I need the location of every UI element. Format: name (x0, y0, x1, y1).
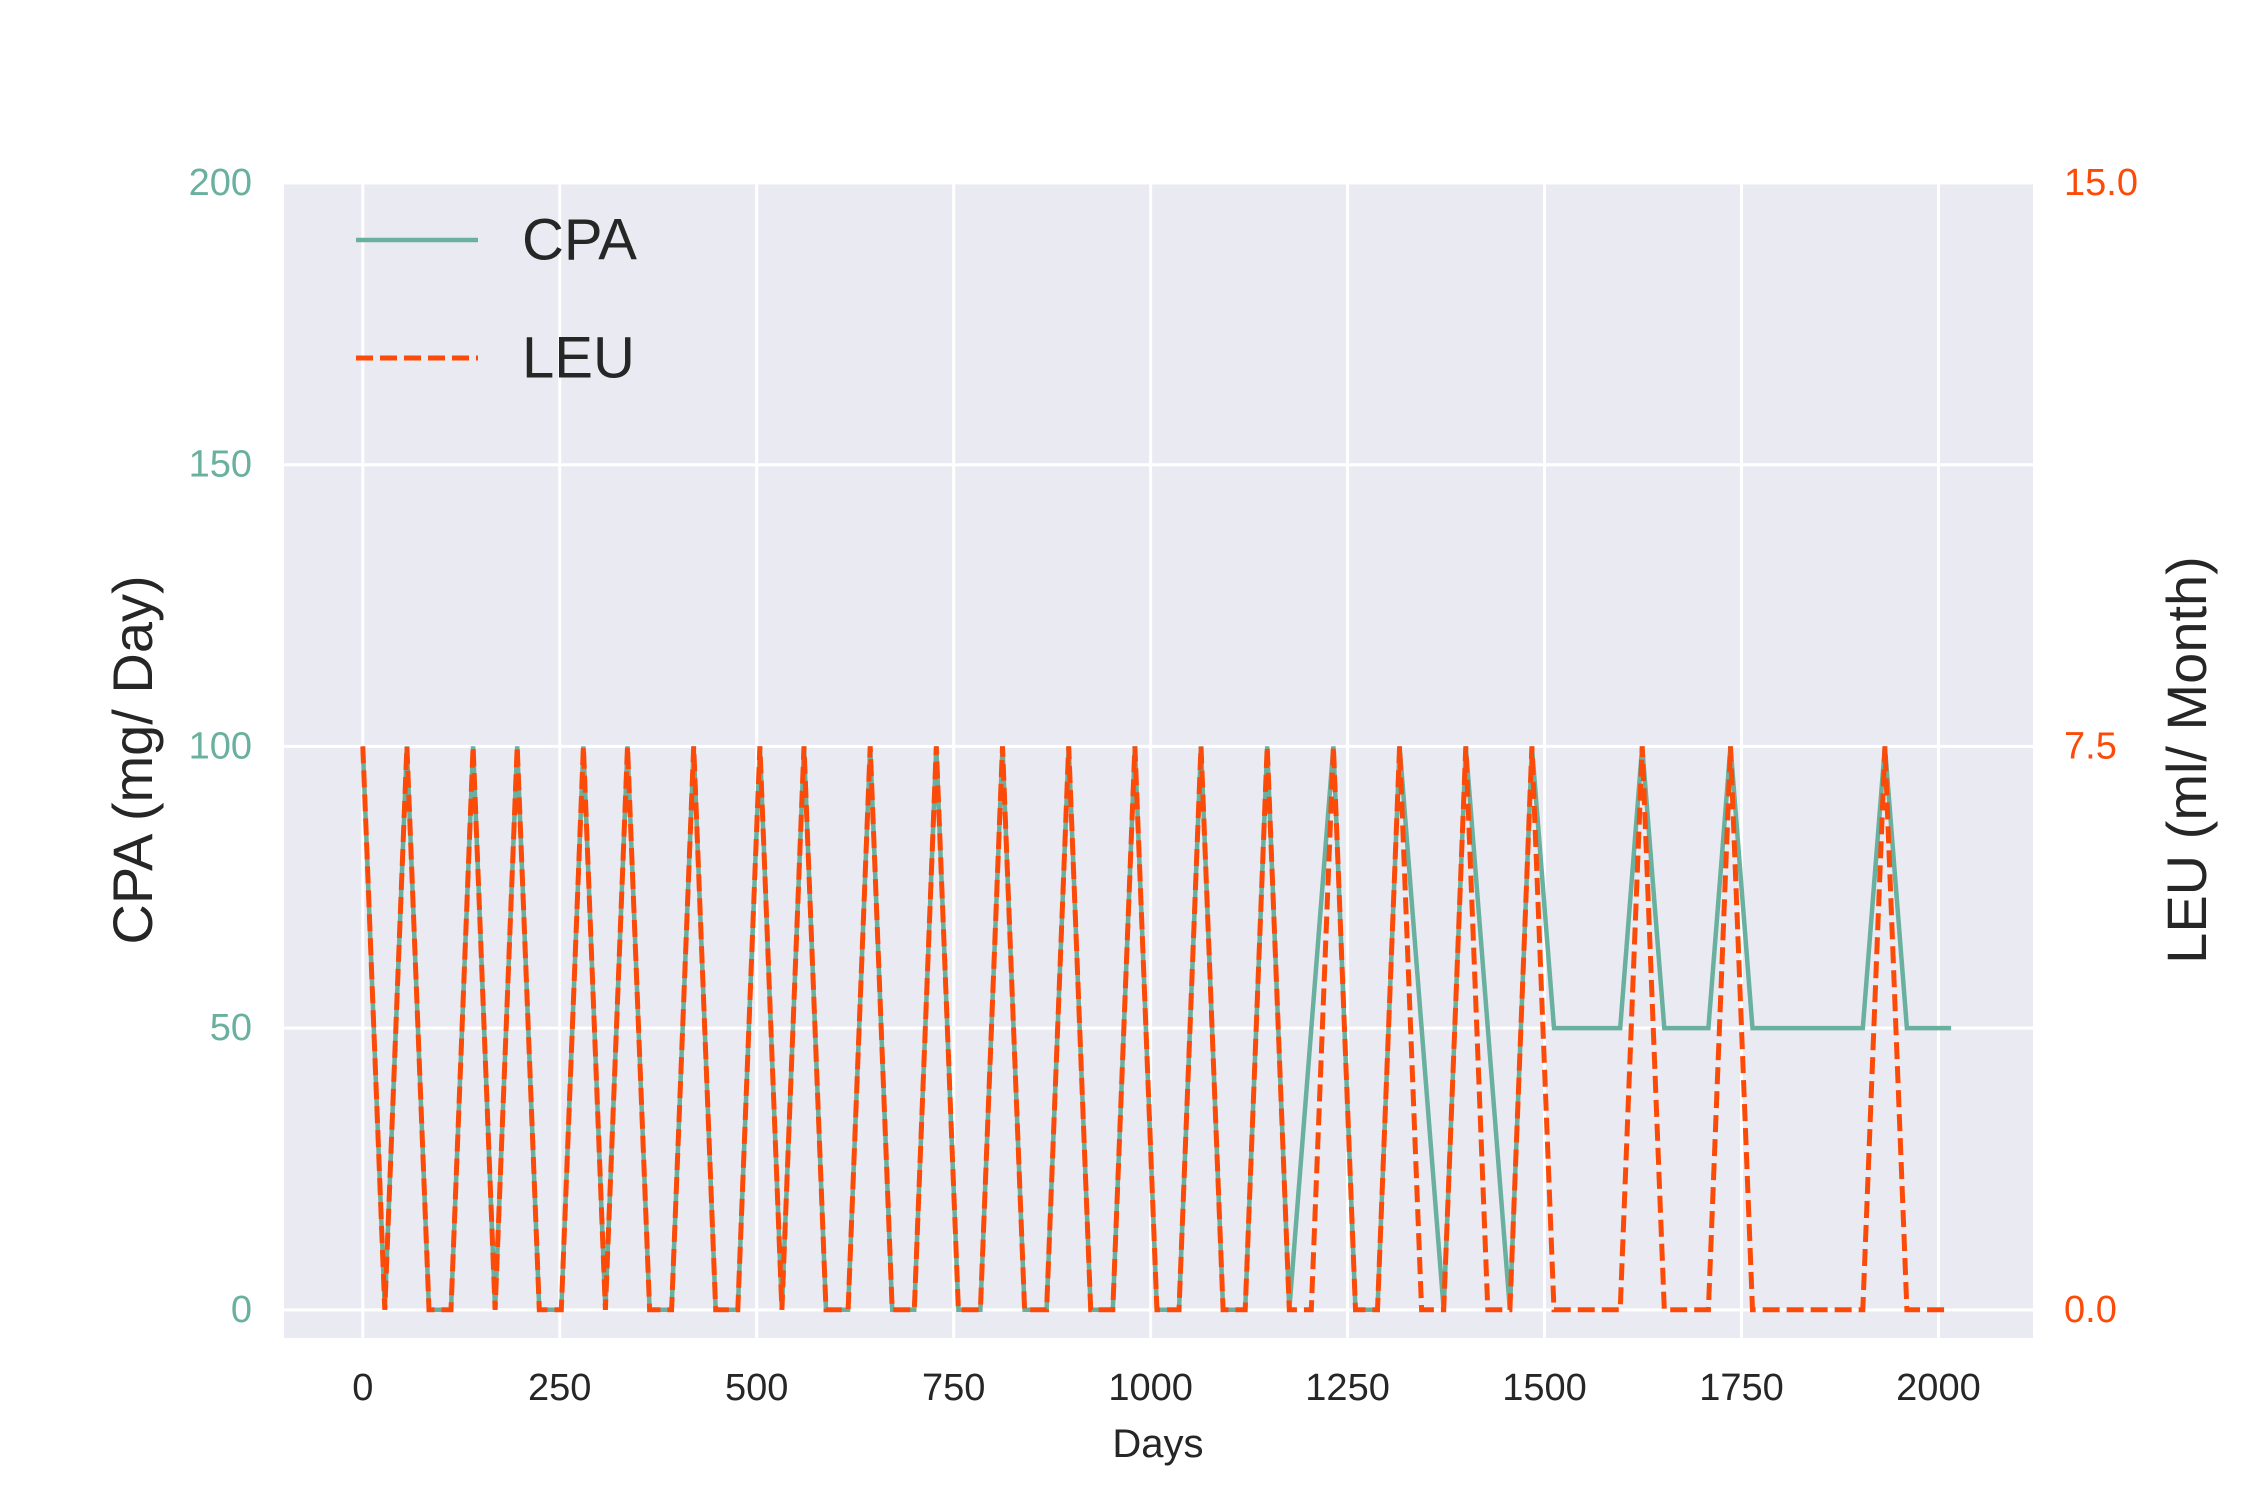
leu-series-line (360, 746, 1952, 1313)
left-y-tick-label: 200 (189, 162, 252, 204)
left-y-tick-label: 150 (189, 444, 252, 486)
x-tick-label: 1500 (1502, 1367, 1587, 1409)
x-tick-label: 1000 (1108, 1367, 1193, 1409)
left-y-tick-label: 0 (231, 1289, 252, 1331)
x-tick-label: 2000 (1896, 1367, 1981, 1409)
x-tick-label: 1750 (1699, 1367, 1784, 1409)
left-y-tick-label: 100 (189, 725, 252, 767)
leu-legend-label: LEU (522, 326, 635, 391)
left-y-axis-title: CPA (mg/ Day) (101, 575, 164, 944)
x-axis-title: Days (1112, 1422, 1203, 1466)
tick-labels: 0 250 500 750 1000 1250 1500 1750 2000 0 50 100 150 2… (189, 162, 2138, 1409)
right-y-axis-title: LEU (ml/ Month) (2155, 556, 2218, 964)
left-y-tick-label: 50 (210, 1007, 252, 1049)
legend: CPA LEU (356, 208, 637, 391)
x-tick-label: 750 (922, 1367, 985, 1409)
right-y-tick-label: 15.0 (2064, 162, 2138, 204)
series-lines (360, 746, 1952, 1313)
x-tick-label: 500 (725, 1367, 788, 1409)
right-y-tick-label: 0.0 (2064, 1289, 2117, 1331)
x-tick-label: 250 (528, 1367, 591, 1409)
x-tick-label: 1250 (1305, 1367, 1390, 1409)
right-y-tick-label: 7.5 (2064, 725, 2117, 767)
cpa-series-line (360, 746, 1952, 1313)
cpa-legend-label: CPA (522, 208, 637, 273)
x-tick-label: 0 (352, 1367, 373, 1409)
